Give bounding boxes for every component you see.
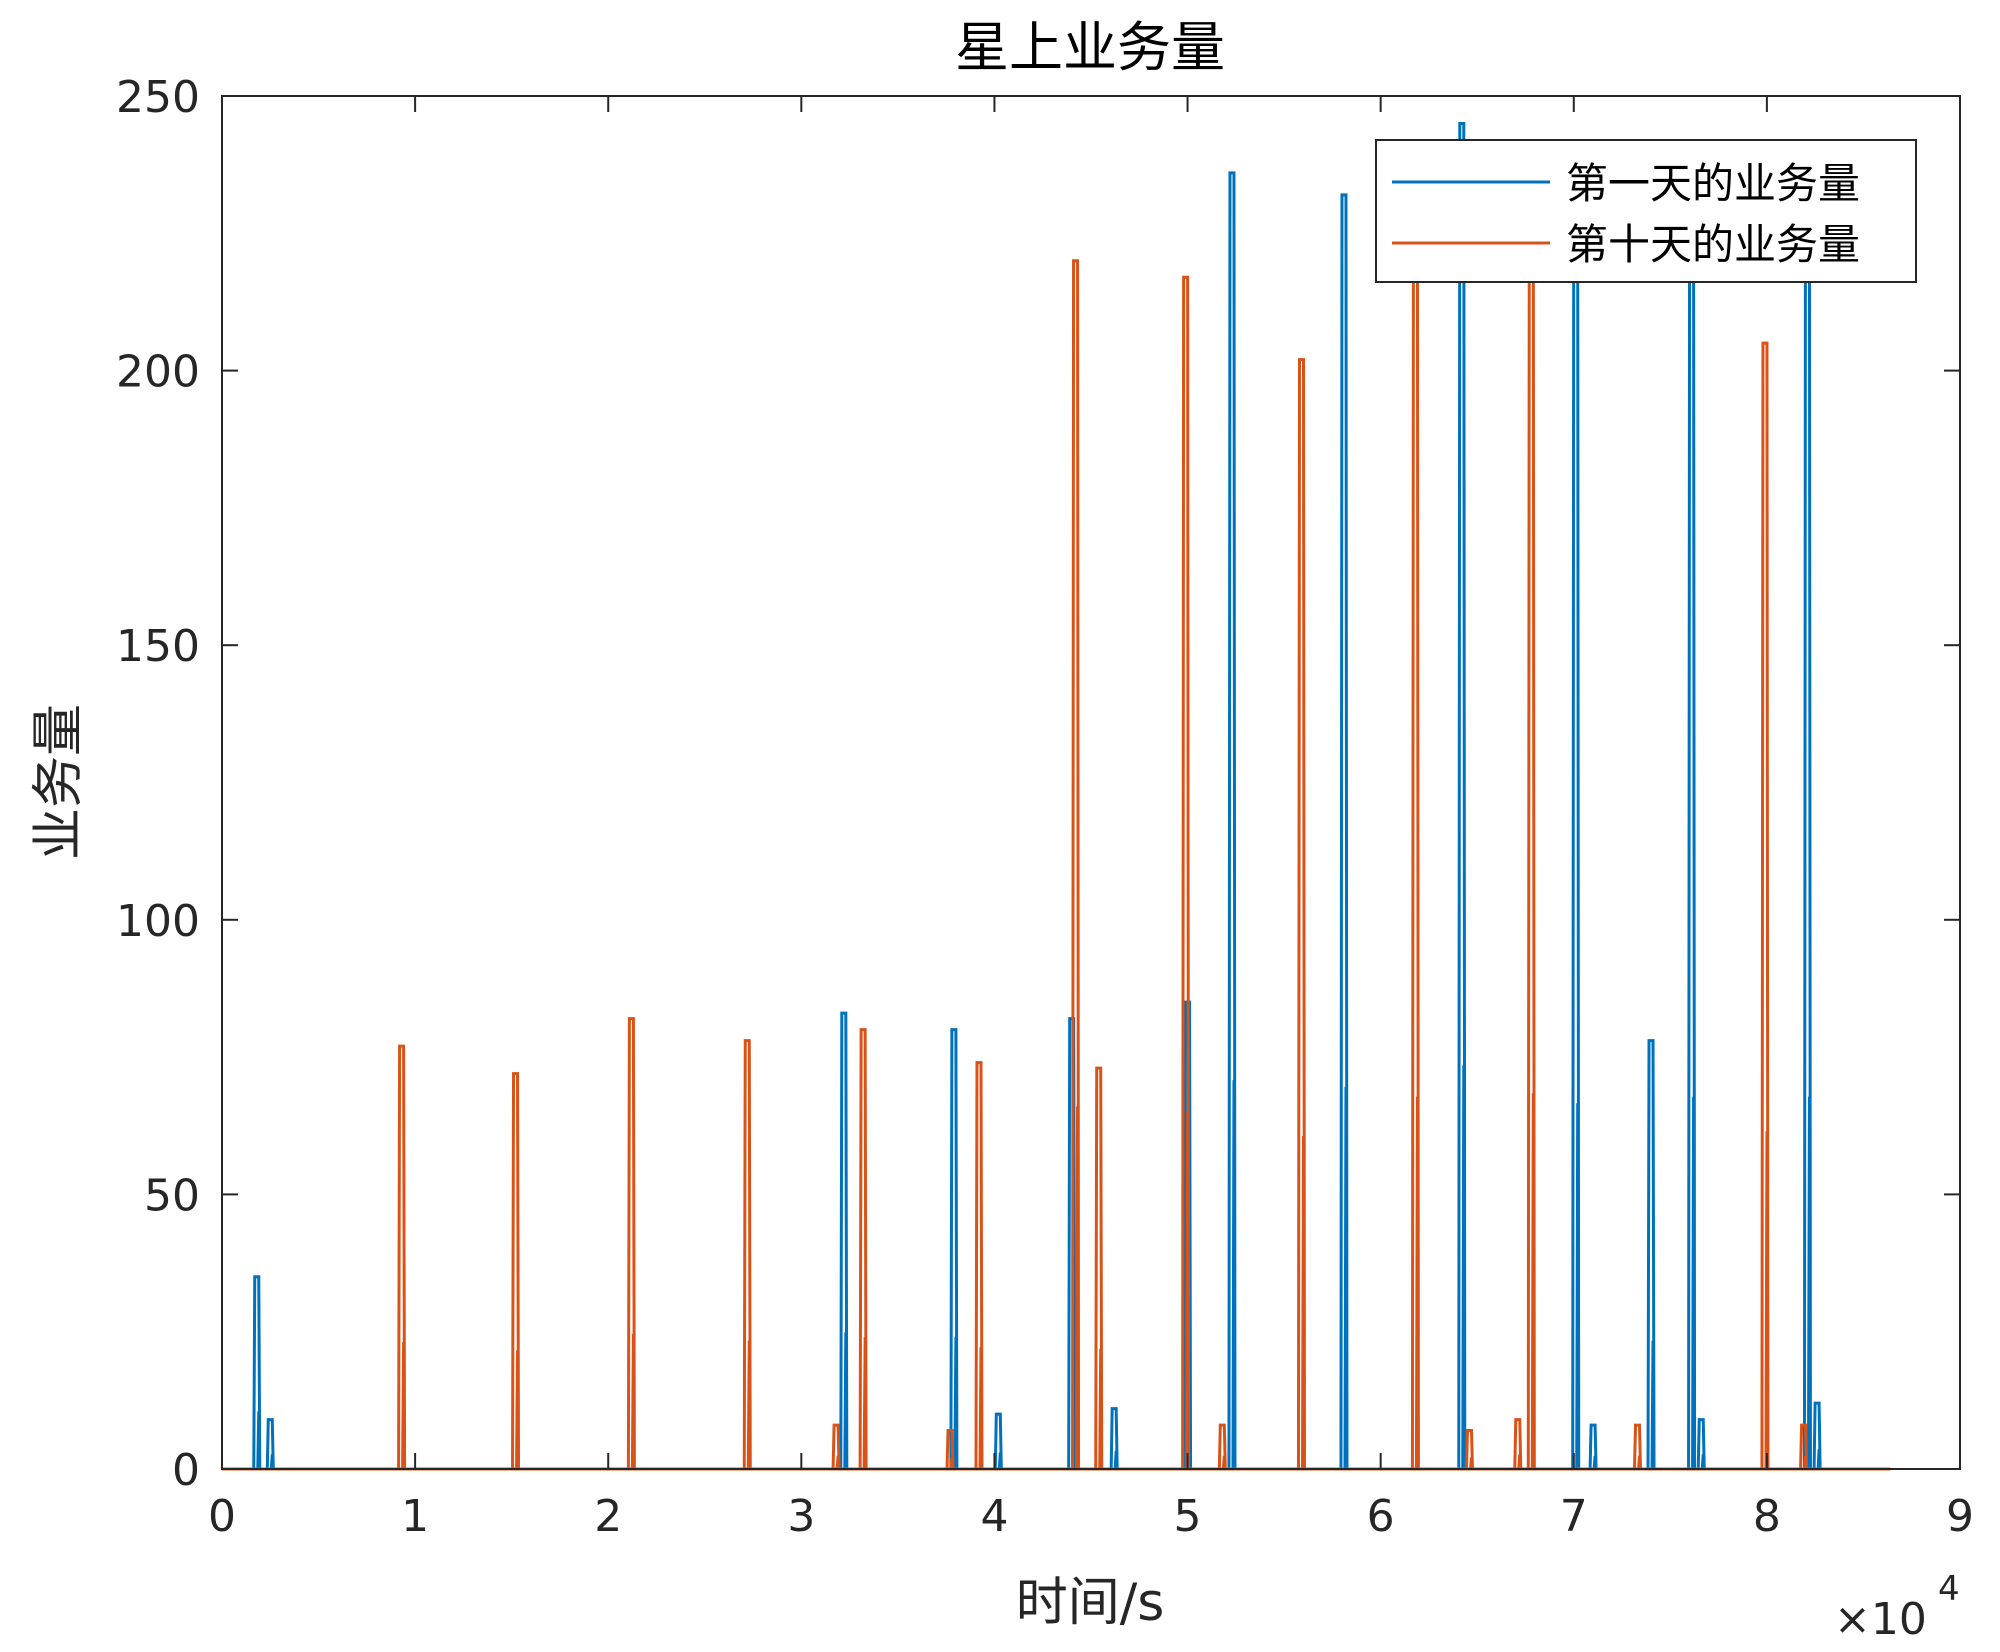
series-2-peak (1296, 358, 1306, 1470)
x-tick-label: 9 (1946, 1491, 1974, 1542)
series-2-peak (397, 1044, 407, 1470)
series-2-peak (1799, 1423, 1809, 1470)
x-tick-label: 0 (208, 1491, 236, 1542)
series-2-peak (945, 1429, 955, 1470)
series-2-peak (742, 1039, 752, 1470)
y-tick-label: 0 (172, 1445, 200, 1496)
x-tick-label: 3 (787, 1491, 815, 1542)
y-tick-label: 200 (116, 347, 200, 398)
series-1-peak (1339, 193, 1349, 1470)
y-tick-label: 250 (116, 72, 200, 123)
series-2-peak (831, 1423, 841, 1470)
y-axis-label: 业务量 (29, 704, 89, 860)
x-tick-label: 6 (1367, 1491, 1395, 1542)
plot-area-frame (221, 95, 1961, 1470)
series-2-peak (511, 1072, 521, 1470)
series-2-peak (1633, 1423, 1642, 1470)
series-1-peak (1646, 1039, 1656, 1470)
x-axis-ticks: 0 1 2 3 4 5 6 7 8 9 (208, 96, 1974, 1542)
x-axis-multiplier-exponent: 4 (1938, 1569, 1960, 1609)
x-tick-label: 1 (401, 1491, 429, 1542)
series-1-peak (265, 1418, 275, 1470)
legend-label-day1: 第一天的业务量 (1566, 159, 1860, 208)
x-axis-label: 时间/s (1016, 1573, 1165, 1633)
x-tick-label: 5 (1174, 1491, 1202, 1542)
series-2-peak (1513, 1418, 1523, 1470)
series-1-peak (1227, 171, 1237, 1470)
series-2-peak (858, 1028, 868, 1470)
x-tick-label: 8 (1753, 1491, 1781, 1542)
series-2-peak (1181, 275, 1191, 1470)
y-tick-label: 100 (116, 896, 200, 947)
series-2-peak (1094, 1066, 1104, 1470)
x-axis-multiplier: ×10 (1834, 1594, 1927, 1645)
series-2-peak (626, 1017, 636, 1470)
x-tick-label: 7 (1560, 1491, 1588, 1542)
y-tick-label: 50 (144, 1170, 200, 1221)
legend-box (1375, 139, 1917, 283)
chart-title: 星上业务量 (955, 16, 1225, 79)
series-1-peak (839, 1011, 849, 1470)
series-2-peak (1465, 1429, 1474, 1470)
series-1-peak (1588, 1423, 1598, 1470)
series-2-peak (974, 1061, 984, 1470)
series-2-peak (1760, 341, 1770, 1470)
series-1-peak (252, 1275, 262, 1470)
series-2-peak (1217, 1423, 1227, 1470)
x-tick-label: 2 (594, 1491, 622, 1542)
series-1-peak (993, 1412, 1003, 1470)
series-1-peak (949, 1028, 959, 1470)
series-1-peak (1812, 1401, 1822, 1470)
series-1-peak (1109, 1407, 1119, 1470)
series-1-peak (1696, 1418, 1706, 1470)
x-tick-label: 4 (980, 1491, 1008, 1542)
series-2-peak (1071, 259, 1081, 1470)
y-tick-label: 150 (116, 621, 200, 672)
legend: 第一天的业务量 第十天的业务量 (1375, 139, 1917, 283)
legend-label-day10: 第十天的业务量 (1566, 220, 1860, 269)
series-1-peak (1457, 121, 1467, 1470)
y-axis-ticks: 0 50 100 150 200 250 (116, 72, 1960, 1496)
